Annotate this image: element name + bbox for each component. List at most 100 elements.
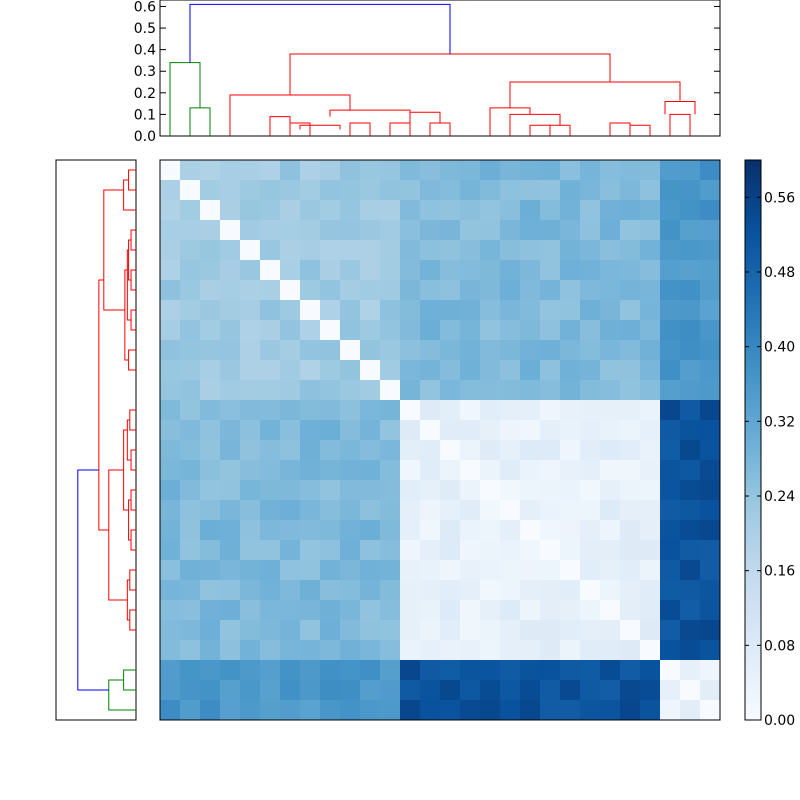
heatmap-cell	[500, 200, 521, 221]
heatmap-cell	[340, 320, 361, 341]
heatmap-cell	[400, 260, 421, 281]
heatmap-cell	[480, 360, 501, 381]
heatmap-cell	[480, 560, 501, 581]
heatmap-cell	[540, 320, 561, 341]
heatmap-cell	[520, 560, 541, 581]
heatmap-cell	[360, 700, 381, 721]
heatmap-cell	[220, 180, 241, 201]
heatmap-cell	[700, 320, 721, 341]
heatmap-cell	[600, 400, 621, 421]
heatmap-cell	[580, 640, 601, 661]
heatmap-cell	[180, 600, 201, 621]
heatmap-cell	[700, 460, 721, 481]
heatmap-cell	[500, 260, 521, 281]
heatmap-cell	[320, 300, 341, 321]
colorbar-tick-label: 0.56	[764, 190, 795, 206]
heatmap-cell	[340, 560, 361, 581]
heatmap-cell	[500, 280, 521, 301]
dendrogram-link	[130, 269, 136, 291]
heatmap-cell	[240, 540, 261, 561]
heatmap-cell	[560, 700, 581, 721]
heatmap-cell	[560, 400, 581, 421]
heatmap-cell	[560, 600, 581, 621]
heatmap-cell	[600, 300, 621, 321]
heatmap-cell	[300, 240, 321, 261]
heatmap-cell	[160, 580, 181, 601]
heatmap-cell	[520, 400, 541, 421]
heatmap-cell	[400, 380, 421, 401]
heatmap-cell	[440, 440, 461, 461]
heatmap-cell	[200, 600, 221, 621]
heatmap-cell	[160, 660, 181, 681]
top-y-tick-label: 0.1	[134, 107, 156, 123]
heatmap-cell	[400, 620, 421, 641]
heatmap-cell	[600, 460, 621, 481]
heatmap-cell	[440, 280, 461, 301]
heatmap-cell	[680, 400, 701, 421]
heatmap-cell	[360, 580, 381, 601]
heatmap-cell	[320, 320, 341, 341]
heatmap-cell	[580, 680, 601, 701]
heatmap-cell	[580, 160, 601, 181]
heatmap-cell	[660, 560, 681, 581]
heatmap-cell	[580, 220, 601, 241]
heatmap-cell	[220, 540, 241, 561]
heatmap-cell	[440, 660, 461, 681]
heatmap-cell	[620, 200, 641, 221]
heatmap-cell	[500, 620, 521, 641]
heatmap-cell	[660, 700, 681, 721]
heatmap-cell	[160, 340, 181, 361]
heatmap-cell	[440, 320, 461, 341]
dendrogram-link	[409, 111, 441, 124]
heatmap-cell	[420, 160, 441, 181]
heatmap-cell	[640, 660, 661, 681]
heatmap-cell	[380, 660, 401, 681]
heatmap-cell	[200, 400, 221, 421]
heatmap-cell	[620, 580, 641, 601]
dendrogram-link	[529, 124, 551, 136]
heatmap-cell	[320, 540, 341, 561]
heatmap-cell	[460, 180, 481, 201]
heatmap-cell	[240, 620, 261, 641]
heatmap-cell	[480, 680, 501, 701]
heatmap-cell	[280, 280, 301, 301]
heatmap-cell	[480, 420, 501, 441]
heatmap-cell	[500, 220, 521, 241]
heatmap-cell	[660, 420, 681, 441]
heatmap-cell	[520, 580, 541, 601]
heatmap-cell	[700, 240, 721, 261]
heatmap-cell	[220, 460, 241, 481]
heatmap-cell	[280, 440, 301, 461]
dendrogram-link	[509, 81, 681, 108]
heatmap-cell	[640, 600, 661, 621]
heatmap-cell	[300, 200, 321, 221]
heatmap-cell	[620, 620, 641, 641]
heatmap-cell	[260, 420, 281, 441]
heatmap-cell	[480, 500, 501, 521]
heatmap-cell	[440, 620, 461, 641]
top-dendrogram: 0.0 0.1 0.2 0.3 0.4 0.5 0.6	[134, 0, 721, 145]
heatmap-cell	[500, 240, 521, 261]
heatmap-cell	[260, 320, 281, 341]
heatmap-cell	[520, 160, 541, 181]
dendrogram-link	[299, 124, 341, 130]
heatmap-cell	[680, 660, 701, 681]
heatmap-cell	[360, 620, 381, 641]
heatmap-cell	[440, 640, 461, 661]
heatmap-cell	[580, 380, 601, 401]
heatmap-cell	[660, 400, 681, 421]
heatmap-cell	[660, 480, 681, 501]
top-y-tick-label: 0.3	[134, 64, 156, 80]
heatmap-cell	[500, 560, 521, 581]
heatmap-cell	[500, 600, 521, 621]
heatmap-cell	[300, 380, 321, 401]
heatmap-cell	[420, 320, 441, 341]
heatmap-cell	[280, 540, 301, 561]
heatmap-cell	[560, 160, 581, 181]
heatmap-cell	[640, 640, 661, 661]
heatmap-cell	[300, 280, 321, 301]
heatmap-cell	[200, 320, 221, 341]
heatmap-cell	[240, 480, 261, 501]
heatmap-cell	[340, 240, 361, 261]
heatmap-cell	[580, 240, 601, 261]
